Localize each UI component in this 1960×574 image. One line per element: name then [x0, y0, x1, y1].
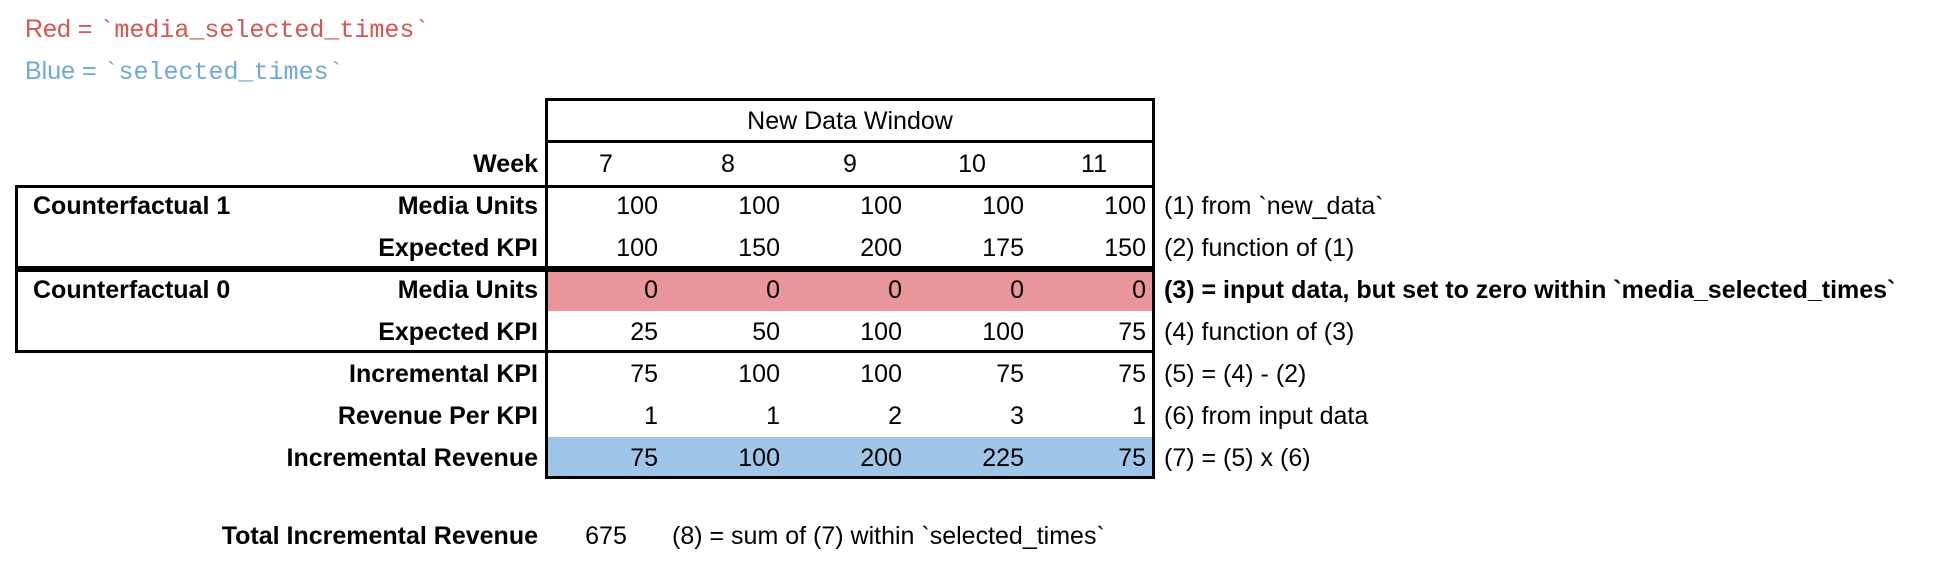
week-8: 8	[721, 150, 735, 178]
cell-value: 25	[630, 318, 658, 346]
cell-value: 0	[888, 276, 902, 304]
week-label: Week	[473, 150, 538, 178]
counterfactual-1-box	[15, 185, 1155, 269]
table-row-cf1-media-units: Counterfactual 1 Media Units 100 100 100…	[0, 185, 1960, 227]
total-annotation-8: (8) = sum of (7) within `selected_times`	[672, 522, 1105, 550]
cell-value: 200	[860, 234, 902, 262]
cell-value: 75	[630, 360, 658, 388]
row-label: Media Units	[397, 192, 538, 220]
table-row-incremental-revenue: Incremental Revenue 75 100 200 225 75 (7…	[0, 437, 1960, 479]
table-row-cf1-expected-kpi: Expected KPI 100 150 200 175 150 (2) fun…	[0, 227, 1960, 269]
cell-value: 75	[996, 360, 1024, 388]
cell-value: 100	[738, 192, 780, 220]
row-label: Incremental Revenue	[286, 444, 539, 472]
row-annotation-7: (7) = (5) x (6)	[1164, 444, 1311, 472]
cell-value: 1	[766, 402, 780, 430]
cell-value: 100	[616, 234, 658, 262]
row-label: Revenue Per KPI	[337, 402, 538, 430]
row-annotation-4: (4) function of (3)	[1164, 318, 1355, 346]
legend-blue-label: Blue =	[25, 57, 104, 85]
cell-value: 0	[644, 276, 658, 304]
cell-value: 0	[1010, 276, 1024, 304]
week-7: 7	[599, 150, 613, 178]
total-value: 675	[585, 522, 627, 550]
cell-value: 100	[738, 360, 780, 388]
legend-red-label: Red =	[25, 15, 100, 43]
cell-value: 3	[1010, 402, 1024, 430]
legend-blue-line: Blue = `selected_times`	[25, 50, 344, 92]
total-row: Total Incremental Revenue 675 (8) = sum …	[0, 515, 1960, 557]
group-label-counterfactual-0: Counterfactual 0	[33, 276, 231, 304]
cell-value: 50	[752, 318, 780, 346]
row-annotation-1: (1) from `new_data`	[1164, 192, 1384, 220]
cell-value: 100	[982, 192, 1024, 220]
week-11: 11	[1081, 150, 1107, 178]
table-row-incremental-kpi: Incremental KPI 75 100 100 75 75 (5) = (…	[0, 353, 1960, 395]
header-title: New Data Window	[747, 107, 953, 135]
legend-red-line: Red = `media_selected_times`	[25, 8, 429, 50]
cell-value: 100	[738, 444, 780, 472]
cell-value: 1	[644, 402, 658, 430]
total-label: Total Incremental Revenue	[221, 522, 538, 550]
cell-value: 150	[1104, 234, 1146, 262]
cell-value: 100	[860, 192, 902, 220]
cell-value: 2	[888, 402, 902, 430]
cell-value: 0	[1132, 276, 1146, 304]
cell-value: 100	[1104, 192, 1146, 220]
cell-value: 150	[738, 234, 780, 262]
week-9: 9	[843, 150, 857, 178]
cell-value: 100	[616, 192, 658, 220]
row-label: Expected KPI	[378, 318, 538, 346]
cell-value: 75	[1118, 318, 1146, 346]
group-label-counterfactual-1: Counterfactual 1	[33, 192, 231, 220]
cell-value: 225	[982, 444, 1024, 472]
row-annotation-3: (3) = input data, but set to zero within…	[1164, 276, 1896, 304]
legend-blue-code: `selected_times`	[103, 58, 344, 87]
cell-value: 175	[982, 234, 1024, 262]
cell-value: 200	[860, 444, 902, 472]
legend-red-code: `media_selected_times`	[99, 16, 430, 45]
cell-value: 75	[1118, 360, 1146, 388]
counterfactual-0-box	[15, 269, 1155, 353]
cell-value: 100	[860, 318, 902, 346]
table-row-cf0-expected-kpi: Expected KPI 25 50 100 100 75 (4) functi…	[0, 311, 1960, 353]
new-data-window-header: New Data Window	[545, 98, 1155, 143]
table-row-cf0-media-units: Counterfactual 0 Media Units 0 0 0 0 0 (…	[0, 269, 1960, 311]
week-10: 10	[958, 150, 986, 178]
row-label: Expected KPI	[378, 234, 538, 262]
row-label: Media Units	[397, 276, 538, 304]
cell-value: 75	[1118, 444, 1146, 472]
cell-value: 1	[1132, 402, 1146, 430]
media-selected-times-highlight	[548, 272, 1152, 311]
table-row-revenue-per-kpi: Revenue Per KPI 1 1 2 3 1 (6) from input…	[0, 395, 1960, 437]
row-label: Incremental KPI	[349, 360, 538, 388]
row-annotation-6: (6) from input data	[1164, 402, 1369, 430]
week-row: Week 7 8 9 10 11	[0, 143, 1960, 185]
cell-value: 0	[766, 276, 780, 304]
row-annotation-5: (5) = (4) - (2)	[1164, 360, 1307, 388]
cell-value: 100	[982, 318, 1024, 346]
selected-times-highlight	[548, 437, 1152, 476]
row-annotation-2: (2) function of (1)	[1164, 234, 1355, 262]
cell-value: 100	[860, 360, 902, 388]
cell-value: 75	[630, 444, 658, 472]
